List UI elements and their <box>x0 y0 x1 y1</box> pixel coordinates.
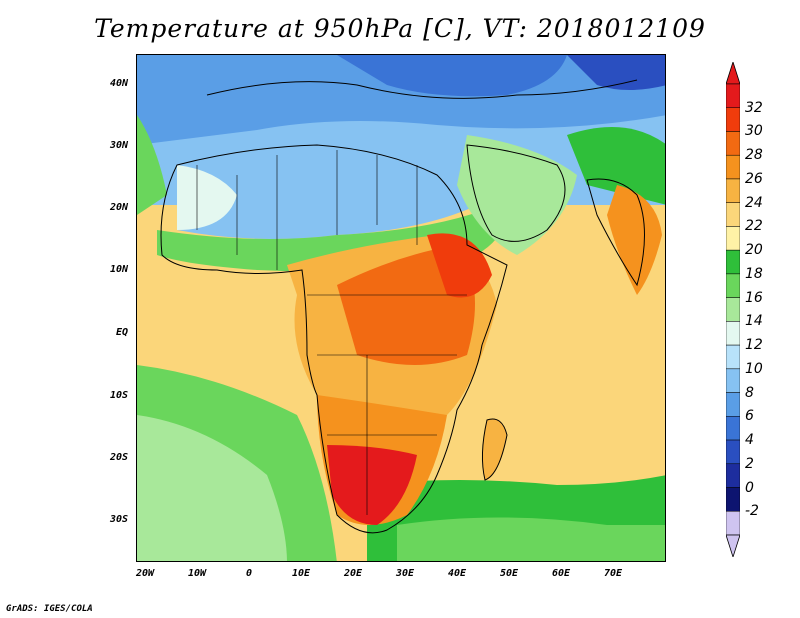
lon-label-30e: 30E <box>395 568 415 579</box>
colorbar-bottom-triangle <box>726 534 740 557</box>
lon-label-20w: 20W <box>135 568 155 579</box>
madagascar <box>482 419 507 480</box>
lat-label-30n: 30N <box>109 140 128 151</box>
lat-label-30s: 30S <box>109 514 128 525</box>
lat-label-10s: 10S <box>109 390 128 401</box>
colorbar-label: 10 <box>745 360 763 377</box>
colorbar-label: 0 <box>745 479 754 496</box>
lon-label-0: 0 <box>245 568 253 579</box>
atlantic-green-north <box>137 115 167 215</box>
south-atlantic-pale <box>137 415 287 561</box>
west-sahara-pale <box>177 165 237 230</box>
colorbar-swatch <box>726 273 740 298</box>
lat-label-eq: EQ <box>115 327 128 338</box>
south-indian-pale <box>397 517 665 561</box>
colorbar-label: 20 <box>745 242 763 259</box>
colorbar-swatch <box>726 131 740 156</box>
colorbar-label: 8 <box>745 384 754 401</box>
arabia-green <box>457 135 577 255</box>
colorbar-label: 32 <box>745 99 763 116</box>
lon-label-40e: 40E <box>447 568 467 579</box>
colorbar-label: 24 <box>745 194 763 211</box>
colorbar-swatch <box>726 178 740 203</box>
lon-label-20e: 20E <box>343 568 363 579</box>
colorbar-label: 6 <box>745 408 754 425</box>
colorbar-swatch <box>726 107 740 132</box>
lat-label-20s: 20S <box>109 452 128 463</box>
lat-label-10n: 10N <box>109 264 128 275</box>
colorbar-label: 12 <box>745 337 763 354</box>
colorbar <box>726 62 740 557</box>
colorbar-swatch <box>726 226 740 251</box>
colorbar-swatch <box>726 249 740 275</box>
europe-coastline <box>206 79 638 99</box>
colorbar-label: -2 <box>745 503 759 520</box>
lon-label-70e: 70E <box>603 568 623 579</box>
colorbar-label: 2 <box>745 455 754 472</box>
southern-africa-hot <box>327 445 417 525</box>
colorbar-swatch <box>726 321 740 346</box>
india-green <box>567 127 665 205</box>
colorbar-swatch <box>726 297 740 322</box>
lat-label-40n: 40N <box>109 78 128 89</box>
colorbar-swatch <box>726 392 740 417</box>
colorbar-swatch <box>726 83 740 108</box>
europe-very-cold <box>337 55 567 97</box>
lat-label-20n: 20N <box>109 202 128 213</box>
colorbar-label: 26 <box>745 170 763 187</box>
temperature-field <box>137 55 665 561</box>
arabia-coastline <box>466 144 566 242</box>
colorbar-label: 28 <box>745 147 763 164</box>
lon-label-60e: 60E <box>551 568 571 579</box>
colorbar-swatch <box>726 463 740 488</box>
colorbar-label: 30 <box>745 123 763 140</box>
grads-credit: GrADS: IGES/COLA <box>6 604 93 614</box>
colorbar-label: 18 <box>745 265 763 282</box>
lon-label-50e: 50E <box>499 568 519 579</box>
colorbar-swatch <box>726 511 740 536</box>
india-coastline <box>586 178 645 287</box>
colorbar-label: 14 <box>745 313 763 330</box>
temperature-map <box>136 54 666 562</box>
lon-label-10w: 10W <box>187 568 207 579</box>
india-warm <box>607 185 662 295</box>
colorbar-label: 16 <box>745 289 763 306</box>
internal-borders <box>196 150 467 515</box>
colorbar-label: 4 <box>745 432 754 449</box>
colorbar-swatch <box>726 439 740 465</box>
colorbar-swatch <box>726 416 740 441</box>
lon-label-10e: 10E <box>291 568 311 579</box>
madagascar-coast <box>481 418 508 481</box>
colorbar-swatch <box>726 368 740 393</box>
africa-coastline <box>160 144 508 534</box>
map-title: Temperature at 950hPa [C], VT: 201801210… <box>94 14 706 43</box>
colorbar-swatch <box>726 154 740 180</box>
colorbar-top-triangle <box>726 62 740 85</box>
colorbar-swatch <box>726 487 740 512</box>
colorbar-swatch <box>726 344 740 370</box>
east-very-cold <box>567 55 665 90</box>
colorbar-label: 22 <box>745 218 763 235</box>
colorbar-swatch <box>726 202 740 227</box>
